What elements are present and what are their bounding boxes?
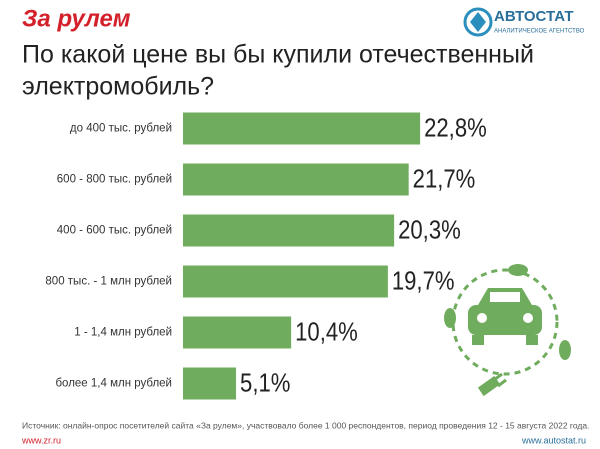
category-label: 400 - 600 тыс. рублей	[57, 225, 172, 237]
category-label: 1 - 1,4 млн рублей	[74, 327, 172, 339]
agency-icon	[463, 7, 493, 37]
source: Источник: онлайн-опрос посетителей сайта…	[22, 420, 589, 430]
logo: За рулем	[22, 5, 131, 32]
right-url: www.autostat.ru	[521, 435, 586, 445]
value-label: 22,8%	[424, 114, 487, 143]
category-label: более 1,4 млн рублей	[55, 378, 172, 390]
category-label: до 400 тыс. рублей	[70, 123, 172, 135]
bar	[183, 214, 395, 247]
category-label: 600 - 800 тыс. рублей	[57, 174, 172, 186]
value-label: 5,1%	[240, 369, 290, 398]
value-label: 21,7%	[413, 165, 476, 194]
value-label: 19,7%	[392, 267, 455, 296]
title-line: электромобиль?	[22, 73, 214, 101]
car-icon	[444, 264, 571, 397]
agency-name: АВТОСТАТ	[494, 8, 573, 25]
agency-subtitle: АНАЛИТИЧЕСКОЕ АГЕНТСТВО	[494, 29, 585, 35]
bar	[183, 112, 421, 145]
value-label: 10,4%	[295, 318, 358, 347]
value-label: 20,3%	[398, 216, 461, 245]
bar	[183, 163, 409, 196]
bar	[183, 316, 292, 349]
title-line: По какой цене вы бы купили отечественный	[22, 41, 534, 69]
bar	[183, 265, 388, 298]
category-label: 800 тыс. - 1 млн рублей	[45, 276, 172, 288]
bar	[183, 367, 237, 400]
left-url: www.zr.ru	[21, 435, 61, 445]
